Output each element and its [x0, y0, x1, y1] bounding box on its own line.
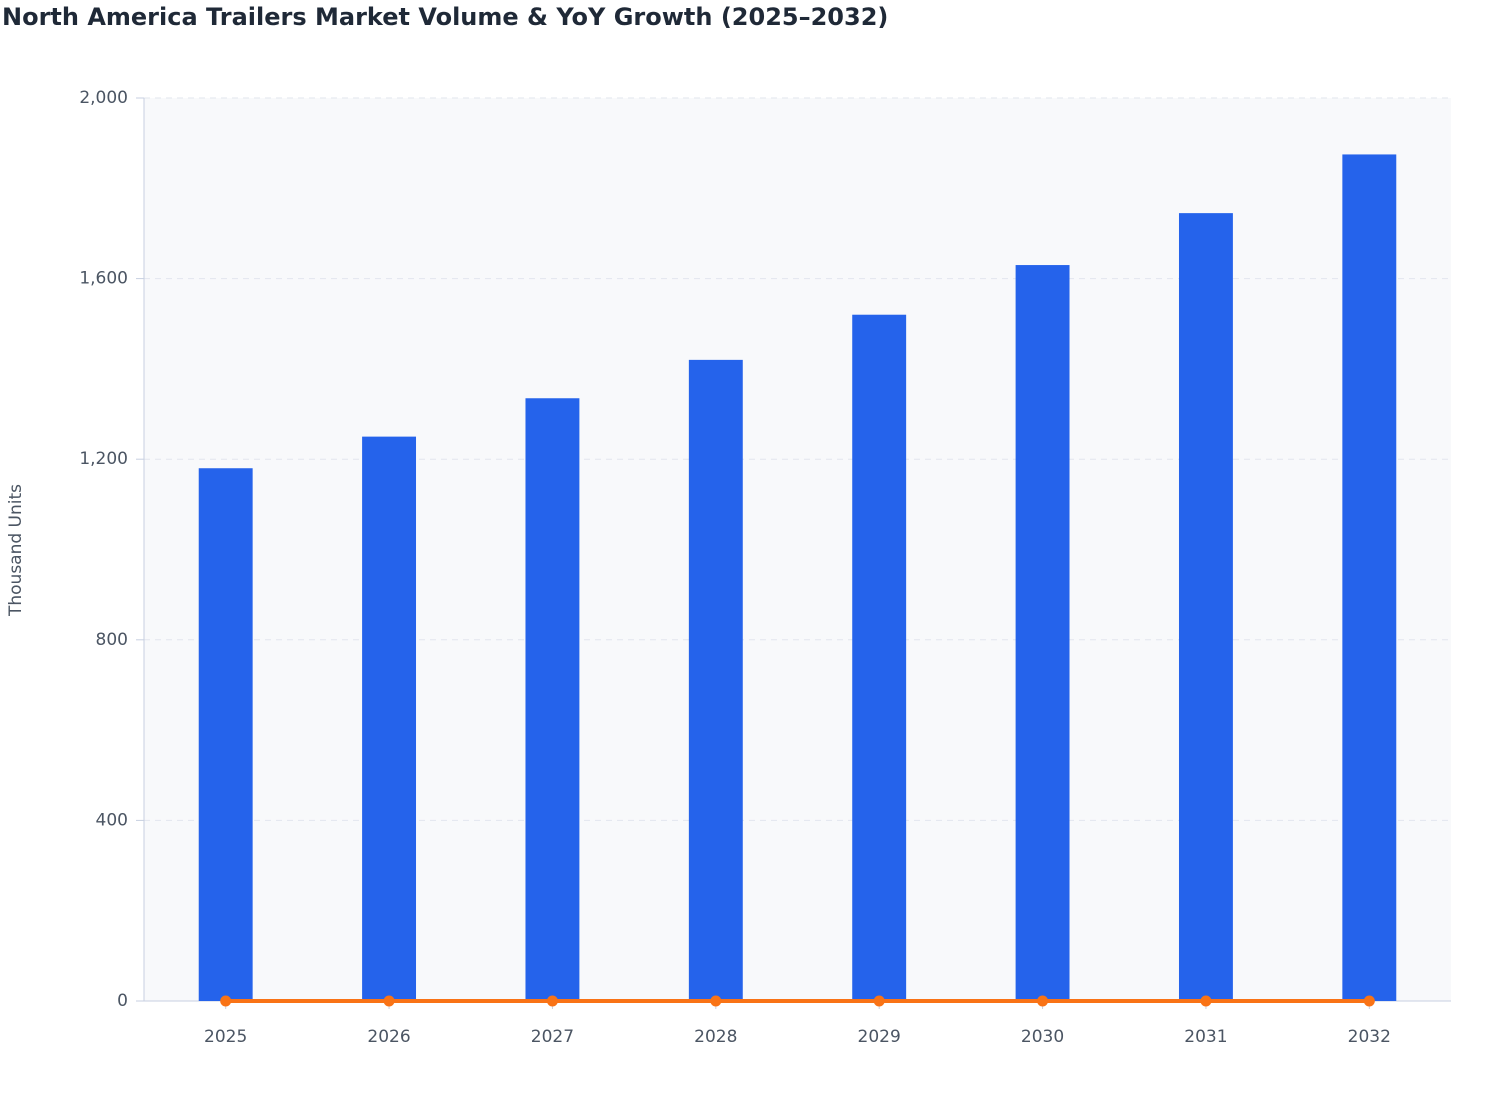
line-point: [546, 995, 558, 1007]
bar: [525, 398, 580, 1001]
plot-background: [144, 98, 1451, 1001]
x-tick-label: 2025: [204, 1027, 247, 1047]
chart-title: North America Trailers Market Volume & Y…: [2, 3, 888, 31]
bar: [1178, 213, 1233, 1001]
line-point: [220, 995, 232, 1007]
x-tick-label: 2030: [1021, 1027, 1064, 1047]
bar: [852, 314, 907, 1002]
line-point: [710, 995, 722, 1007]
x-tick-label: 2026: [367, 1027, 410, 1047]
bar: [198, 468, 253, 1002]
y-tick-label: 0: [117, 991, 128, 1011]
bar: [1342, 154, 1397, 1001]
y-axis-title: Thousand Units: [6, 484, 26, 617]
x-tick-label: 2031: [1184, 1027, 1227, 1047]
x-tick-label: 2032: [1348, 1027, 1391, 1047]
y-tick-label: 400: [96, 810, 128, 830]
line-point: [1200, 995, 1212, 1007]
y-tick-label: 1,600: [79, 269, 128, 289]
line-point: [1363, 995, 1375, 1007]
y-tick-label: 1,200: [79, 449, 128, 469]
line-point: [873, 995, 885, 1007]
x-tick-label: 2028: [694, 1027, 737, 1047]
bar: [688, 359, 743, 1001]
line-point: [1037, 995, 1049, 1007]
y-tick-label: 800: [96, 630, 128, 650]
line-point: [383, 995, 395, 1007]
bar: [362, 436, 417, 1001]
x-tick-label: 2027: [531, 1027, 574, 1047]
x-tick-label: 2029: [858, 1027, 901, 1047]
y-tick-label: 2,000: [79, 88, 128, 108]
bar: [1015, 265, 1070, 1001]
